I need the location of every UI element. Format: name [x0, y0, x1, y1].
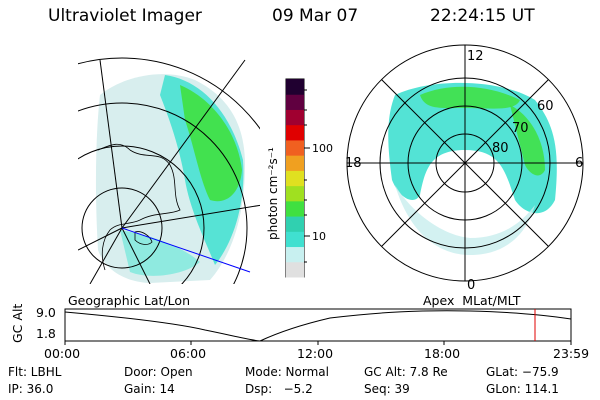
colorbar-swatch	[286, 155, 304, 171]
colorbar-tick-100: 100	[312, 142, 333, 155]
colorbar-swatch	[286, 216, 304, 232]
x-tick-2359: 23:59	[553, 346, 590, 361]
footer-mode: Mode: Normal	[245, 365, 329, 379]
footer-gc-alt: GC Alt: 7.8 Re	[364, 365, 448, 379]
polar-grid	[346, 44, 584, 282]
timeline-right-title: Apex MLat/MLT	[423, 293, 521, 308]
colorbar-swatches	[286, 79, 304, 278]
footer-glon: GLon: 114.1	[486, 382, 559, 396]
timeline	[64, 308, 572, 345]
lat-label-60: 60	[537, 99, 554, 114]
geographic-image	[78, 57, 260, 284]
colorbar-swatch	[286, 124, 304, 141]
colorbar-swatch	[286, 139, 304, 156]
footer-door: Door: Open	[124, 365, 193, 379]
timeline-axis-title: GC Alt	[10, 303, 25, 343]
lat-label-80: 80	[492, 141, 509, 156]
footer-seq: Seq: 39	[364, 382, 410, 396]
mlt-label-0: 0	[467, 278, 475, 293]
instrument-title: Ultraviolet Imager	[48, 6, 202, 26]
footer-glat: GLat: −75.9	[486, 365, 559, 379]
colorbar: 100 10 photon cm⁻²s⁻¹	[266, 78, 333, 278]
colorbar-ticks	[304, 89, 310, 263]
colorbar-swatch	[286, 94, 304, 110]
terminator-line	[121, 227, 251, 273]
colorbar-swatch	[286, 231, 304, 248]
lat-label-70: 70	[512, 121, 529, 136]
timeline-left-title: Geographic Lat/Lon	[68, 293, 190, 308]
x-tick-0000: 00:00	[44, 346, 81, 361]
y-tick-1-8: 1.8	[36, 326, 56, 341]
mlt-label-6: 6	[575, 156, 583, 171]
aurora-emission-left	[95, 74, 245, 283]
footer-dsp: Dsp: −5.2	[245, 382, 313, 396]
colorbar-label: photon cm⁻²s⁻¹	[266, 147, 280, 240]
colorbar-tick-10: 10	[312, 230, 326, 243]
polar-plot: 12 6 0 18 60 70 80	[345, 44, 584, 293]
y-tick-9: 9.0	[36, 305, 56, 320]
x-tick-1800: 18:00	[424, 346, 461, 361]
footer-flt: Flt: LBHL	[8, 365, 62, 379]
coastline-island	[134, 231, 153, 245]
altitude-curve	[64, 310, 572, 342]
mlt-label-18: 18	[345, 156, 362, 171]
colorbar-swatch	[286, 109, 304, 126]
x-tick-1200: 12:00	[297, 346, 334, 361]
colorbar-swatch	[286, 261, 304, 278]
colorbar-swatch	[286, 79, 304, 95]
colorbar-swatch	[286, 170, 304, 187]
colorbar-swatch	[286, 200, 304, 217]
mlt-label-12: 12	[467, 49, 484, 64]
coastline	[97, 143, 181, 271]
aurora-emission-polar	[388, 82, 557, 255]
colorbar-swatch	[286, 185, 304, 202]
footer-ip: IP: 36.0	[8, 382, 54, 396]
geo-grid	[78, 57, 260, 284]
x-tick-0600: 06:00	[170, 346, 207, 361]
time-label: 22:24:15 UT	[430, 6, 535, 26]
footer-gain: Gain: 14	[124, 382, 175, 396]
date-label: 09 Mar 07	[272, 6, 359, 26]
colorbar-swatch	[286, 246, 304, 263]
